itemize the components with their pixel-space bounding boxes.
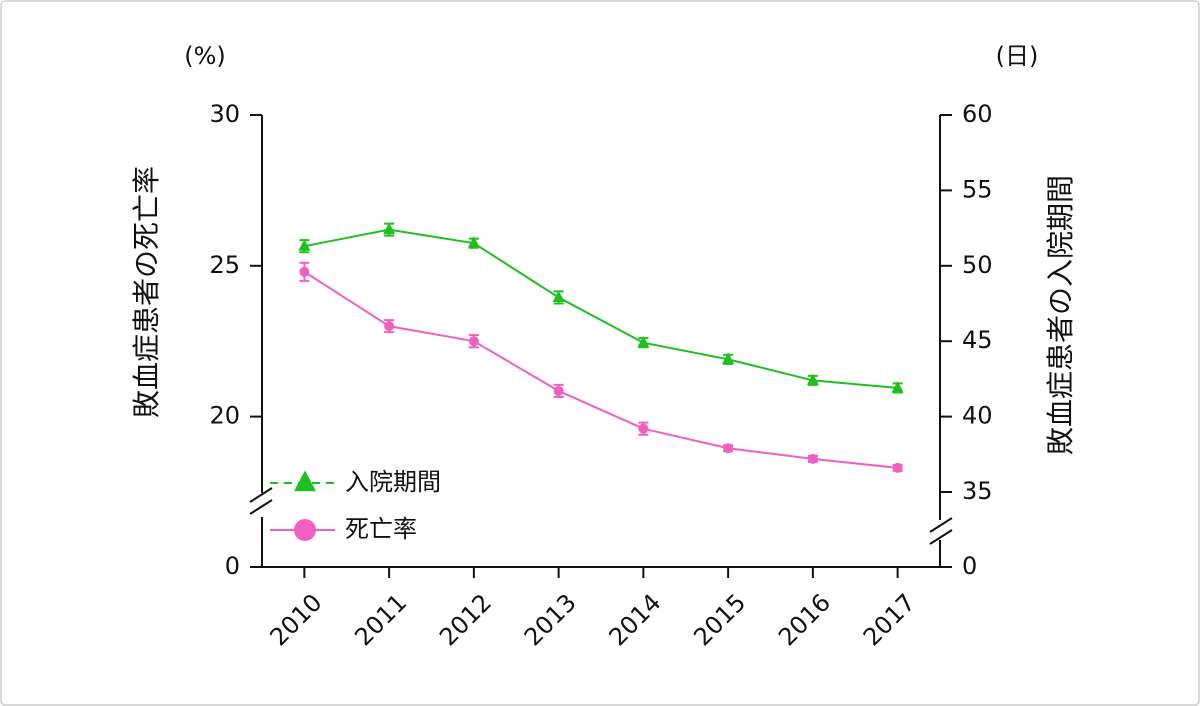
legend-label: 死亡率: [345, 515, 417, 543]
data-point: [383, 222, 396, 235]
y2-tick-label: 45: [962, 326, 993, 354]
axis-lines: [261, 115, 941, 568]
series-line: [303, 270, 898, 469]
data-point: [722, 352, 735, 364]
y-axis-title: 敗血症患者の死亡率: [130, 166, 163, 418]
data-point: [299, 266, 310, 277]
data-point: [638, 423, 649, 434]
y-unit: (%): [184, 42, 226, 70]
data-point: [468, 336, 479, 347]
y-break: [249, 487, 273, 515]
y2-break: [929, 517, 953, 545]
legend-label: 入院期間: [345, 468, 441, 496]
y2-tick-label: 0: [962, 552, 977, 580]
y2-tick-label: 50: [962, 251, 993, 279]
data-point: [467, 236, 480, 248]
series-line: [304, 228, 898, 389]
y-tick-label: 0: [225, 552, 240, 580]
data-point: [806, 373, 819, 385]
data-point: [807, 453, 818, 464]
y-tick-label: 20: [209, 402, 240, 430]
data-point: [891, 381, 904, 393]
data-point: [552, 290, 565, 302]
data-point: [637, 335, 650, 348]
data-point: [892, 462, 903, 473]
y2-tick-label: 60: [962, 100, 993, 128]
data-point: [298, 239, 311, 251]
y-tick-label: 25: [209, 251, 240, 279]
y2-unit: (日): [996, 42, 1039, 70]
data-point: [384, 321, 395, 332]
data-point: [723, 443, 734, 454]
data-point: [553, 385, 564, 396]
axes: [249, 115, 953, 568]
y2-tick-label: 35: [962, 477, 993, 505]
y2-tick-label: 55: [962, 175, 993, 203]
legend-marker: [294, 519, 316, 541]
y-tick-label: 30: [209, 100, 240, 128]
legend-marker: [294, 470, 316, 492]
y2-tick-label: 40: [962, 402, 993, 430]
y2-axis-title: 敗血症患者の入院期間: [1044, 175, 1077, 455]
